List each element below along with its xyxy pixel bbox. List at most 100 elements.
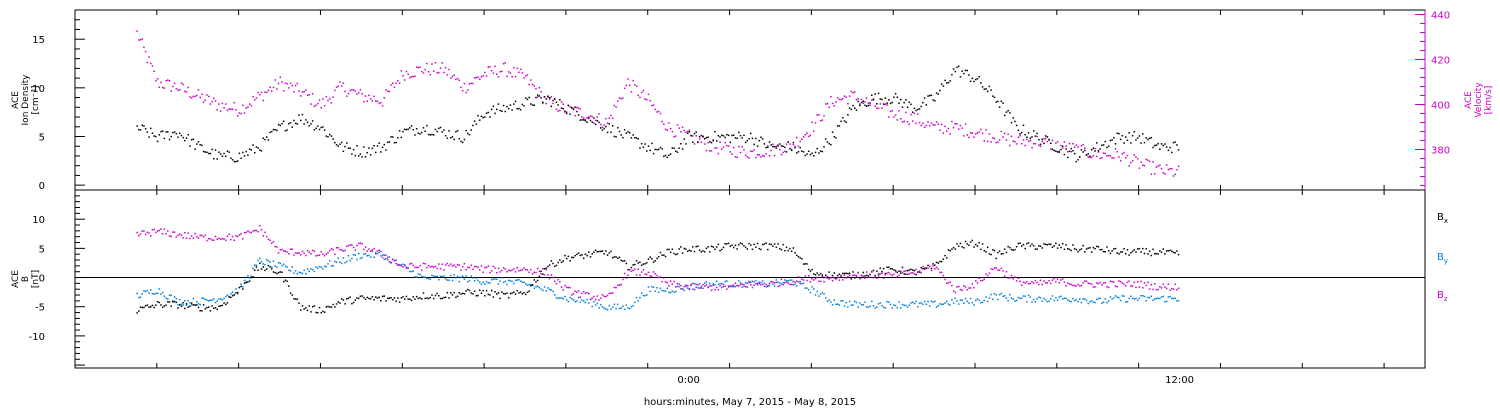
point-density xyxy=(1031,136,1033,138)
point-by xyxy=(927,300,929,303)
point-density xyxy=(148,136,150,138)
point-by xyxy=(415,276,418,278)
point-density xyxy=(646,150,648,152)
point-density xyxy=(213,158,215,160)
point-by xyxy=(821,291,824,294)
point-bz xyxy=(981,279,984,282)
point-density xyxy=(409,127,411,129)
point-bz xyxy=(289,248,292,251)
point-velocity xyxy=(262,99,264,102)
point-density xyxy=(983,88,986,91)
point-bz xyxy=(925,266,928,269)
point-by xyxy=(760,281,762,284)
point-bx xyxy=(218,305,220,307)
point-by xyxy=(357,252,360,255)
point-by xyxy=(231,291,234,293)
point-bz xyxy=(1039,279,1042,282)
point-by xyxy=(213,298,215,300)
point-bz xyxy=(478,269,481,271)
point-density xyxy=(741,137,743,139)
point-bx xyxy=(177,307,179,309)
point-by xyxy=(172,299,174,302)
point-bx xyxy=(368,297,370,300)
point-density xyxy=(192,138,195,140)
point-by xyxy=(1160,296,1163,298)
point-velocity xyxy=(1046,140,1049,143)
point-bz xyxy=(395,262,397,265)
point-bz xyxy=(264,231,266,234)
point-density xyxy=(954,70,957,73)
point-bx xyxy=(685,248,687,250)
point-by xyxy=(830,301,832,303)
point-by xyxy=(342,257,345,259)
point-density xyxy=(942,85,945,87)
point-bz xyxy=(954,291,957,294)
point-by xyxy=(862,303,864,306)
point-bx xyxy=(813,273,815,275)
point-velocity xyxy=(356,93,358,95)
point-by xyxy=(409,270,411,273)
point-density xyxy=(940,83,943,85)
point-bx xyxy=(453,291,455,294)
point-bz xyxy=(703,285,706,287)
point-by xyxy=(1055,296,1057,299)
point-velocity xyxy=(726,144,728,147)
point-bx xyxy=(315,311,317,314)
point-density xyxy=(530,103,532,105)
point-bx xyxy=(935,261,938,264)
point-bz xyxy=(344,249,346,252)
point-density xyxy=(656,148,658,151)
point-by xyxy=(542,289,544,292)
point-bx xyxy=(741,243,743,245)
point-bz xyxy=(673,280,675,283)
point-density xyxy=(465,129,467,132)
point-density xyxy=(187,133,189,136)
point-density xyxy=(623,129,626,131)
point-density xyxy=(468,133,471,136)
point-density xyxy=(1080,149,1083,151)
point-velocity xyxy=(213,97,215,100)
point-bz xyxy=(770,281,772,283)
point-density xyxy=(911,111,914,113)
point-density xyxy=(700,134,703,137)
point-bx xyxy=(226,302,229,304)
point-velocity xyxy=(506,75,508,78)
point-bx xyxy=(523,291,525,294)
point-velocity xyxy=(468,83,471,85)
point-density xyxy=(197,141,200,143)
point-velocity xyxy=(978,131,980,133)
point-bx xyxy=(415,295,418,298)
point-bz xyxy=(441,263,443,266)
point-by xyxy=(952,302,955,304)
point-by xyxy=(567,300,570,303)
point-bz xyxy=(1138,286,1141,288)
point-bx xyxy=(286,280,288,283)
point-bz xyxy=(305,254,307,257)
point-density xyxy=(915,109,917,112)
point-by xyxy=(197,303,200,305)
point-bz xyxy=(472,268,474,271)
point-velocity xyxy=(315,104,317,107)
point-by xyxy=(724,280,726,283)
point-density xyxy=(545,98,547,100)
point-bx xyxy=(378,296,380,298)
point-bz xyxy=(830,277,832,279)
point-bz xyxy=(681,288,684,290)
point-velocity xyxy=(492,72,495,74)
point-by xyxy=(657,291,660,294)
point-bz xyxy=(221,237,224,240)
point-velocity xyxy=(398,82,401,84)
point-bx xyxy=(625,262,628,265)
point-velocity xyxy=(678,127,680,129)
point-bz xyxy=(550,274,553,276)
point-density xyxy=(525,97,527,99)
point-bz xyxy=(886,272,888,274)
point-bz xyxy=(939,271,941,274)
point-density xyxy=(484,116,486,118)
point-velocity xyxy=(591,115,593,118)
point-velocity xyxy=(514,75,517,78)
point-density xyxy=(1131,134,1134,137)
point-velocity xyxy=(1104,152,1107,155)
point-density xyxy=(405,128,408,131)
point-velocity xyxy=(1174,173,1176,176)
